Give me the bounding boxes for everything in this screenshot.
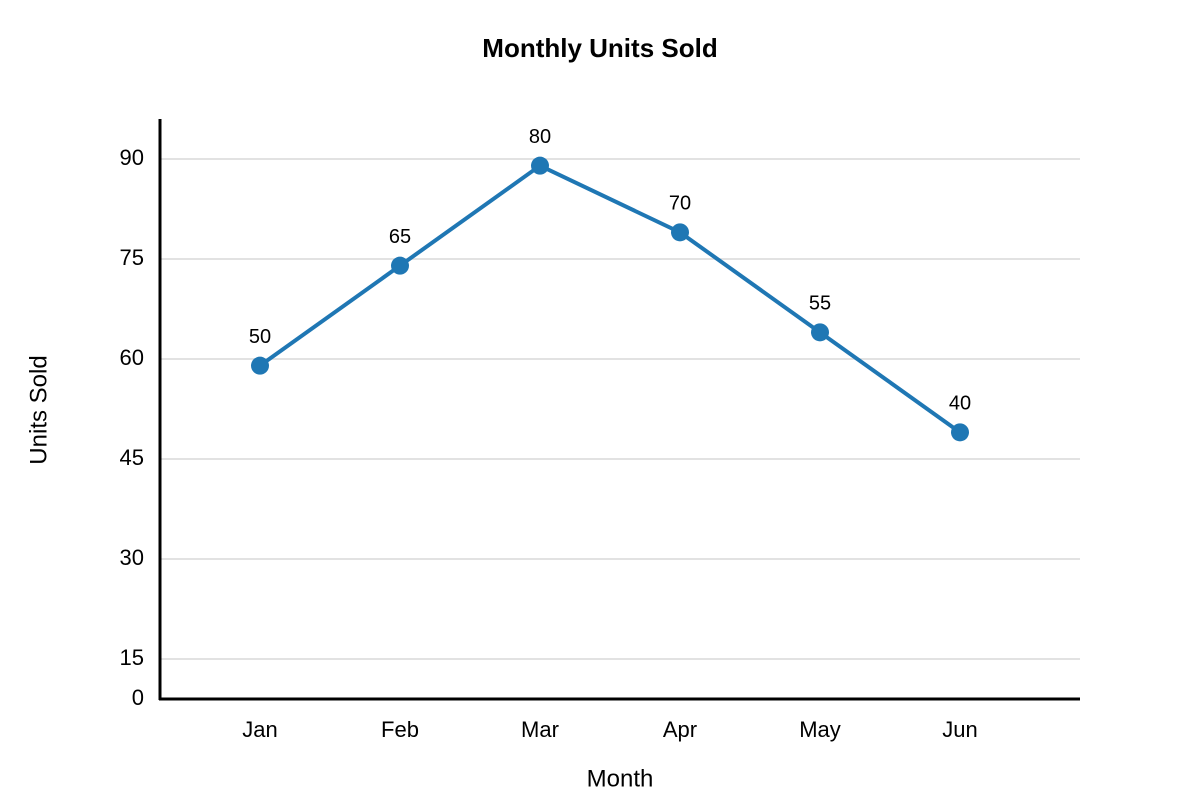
y-tick-label: 60 — [120, 345, 144, 370]
y-tick-label: 90 — [120, 145, 144, 170]
series-line — [258, 163, 962, 434]
x-axis-label: Month — [587, 765, 654, 792]
grid — [160, 158, 1080, 700]
x-tick-label: May — [799, 717, 841, 742]
data-label: 50 — [249, 326, 271, 348]
data-label: 70 — [669, 193, 691, 215]
x-tick-label: Mar — [521, 717, 559, 742]
data-label: 65 — [389, 226, 411, 248]
x-tick-label: Jan — [242, 717, 277, 742]
y-tick-label: 15 — [120, 645, 144, 670]
x-tick-label: Feb — [381, 717, 419, 742]
y-axis-label: Units Sold — [25, 355, 52, 464]
data-point — [251, 356, 269, 375]
x-tick-label: Apr — [663, 717, 697, 742]
y-tick-label: 0 — [132, 685, 144, 710]
y-tick-label: 30 — [120, 545, 144, 570]
data-label: 80 — [529, 126, 551, 148]
data-label: 40 — [949, 393, 971, 415]
data-label: 55 — [809, 293, 831, 315]
data-point — [951, 423, 969, 442]
chart-title: Monthly Units Sold — [482, 33, 717, 63]
data-point — [811, 323, 829, 342]
data-point — [391, 256, 409, 275]
x-tick-label: Jun — [942, 717, 977, 742]
data-point — [671, 223, 689, 242]
y-tick-label: 75 — [120, 245, 144, 270]
data-point — [531, 156, 549, 175]
y-tick-label: 45 — [120, 445, 144, 470]
